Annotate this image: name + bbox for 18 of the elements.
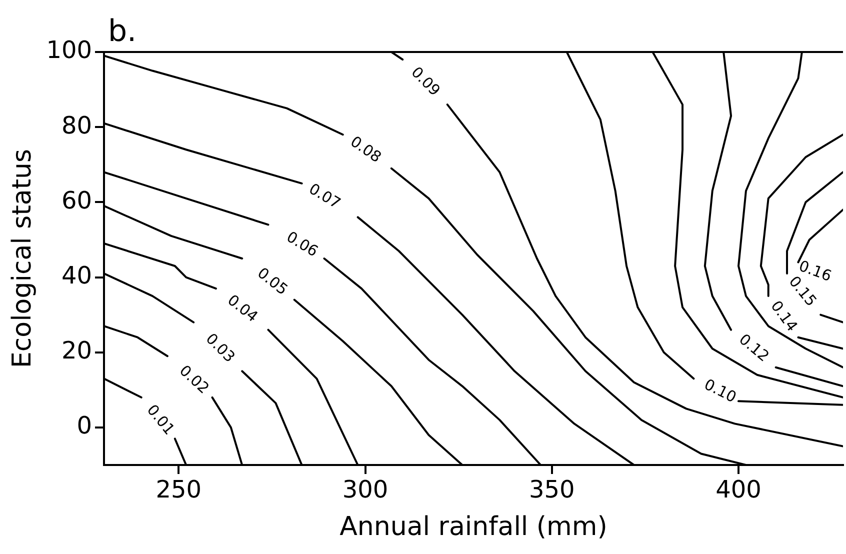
x-tick-label: 300 — [342, 476, 388, 504]
chart-title: b. — [108, 14, 137, 49]
y-tick-label: 20 — [61, 336, 92, 365]
x-tick-label: 250 — [156, 476, 202, 504]
text: 0.07 — [306, 180, 344, 212]
text: 0.05 — [254, 264, 292, 299]
y-axis-title: Ecological status — [7, 148, 38, 368]
text: 0.06 — [283, 228, 322, 260]
text: 0.08 — [347, 132, 385, 166]
x-tick-label: 400 — [716, 476, 762, 504]
x-tick-label: 350 — [528, 476, 575, 504]
y-tick-label: 40 — [61, 262, 92, 290]
y-tick-label: 0 — [76, 412, 92, 440]
text: 0.10 — [701, 375, 740, 406]
y-tick-label: 60 — [61, 186, 92, 214]
y-tick-label: 80 — [61, 111, 92, 140]
x-axis-title: Annual rainfall (mm) — [340, 512, 608, 542]
y-tick-label: 100 — [46, 36, 92, 64]
